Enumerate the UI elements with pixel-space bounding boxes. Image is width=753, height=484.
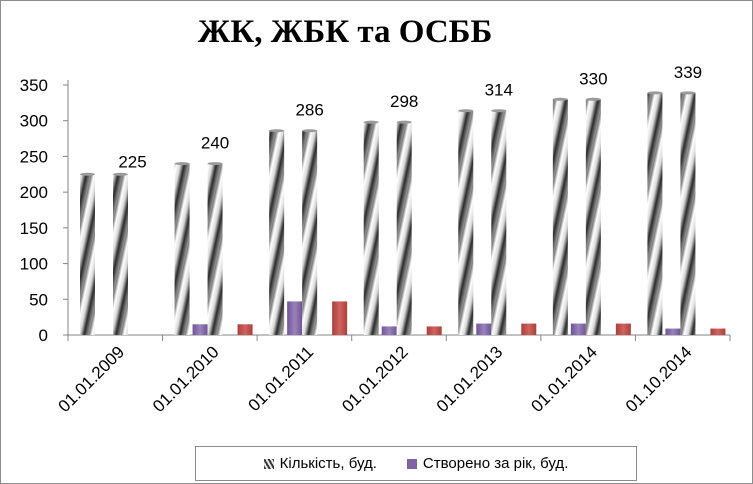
bar-count-twin-cap xyxy=(680,91,696,95)
bar-created xyxy=(287,301,303,335)
bar-count-twin xyxy=(680,91,696,335)
y-tick-label: 0 xyxy=(39,326,48,345)
bar-count-twin-cap xyxy=(585,97,601,101)
bar-count-twin-body xyxy=(680,92,696,335)
bar-count-twin-cap xyxy=(302,129,318,133)
bar-count-twin-body xyxy=(207,163,223,335)
bar-count-body xyxy=(647,92,663,335)
bar-created-twin xyxy=(237,324,253,335)
bar-count-cap xyxy=(174,162,190,166)
bar-created-twin xyxy=(710,328,726,335)
legend: Кількість, буд. Створено за рік, буд. xyxy=(195,446,637,481)
y-tick-label: 100 xyxy=(20,255,48,274)
bar-count-twin xyxy=(207,162,223,335)
bar-count xyxy=(269,129,285,335)
bar-count-body xyxy=(552,99,568,336)
bar-count-twin-cap xyxy=(491,109,507,113)
legend-label-count: Кількість, буд. xyxy=(279,455,377,472)
bar-count-twin-body xyxy=(396,122,412,336)
bar-count-twin-body xyxy=(491,110,507,335)
y-tick-label: 150 xyxy=(20,219,48,238)
bar-count xyxy=(552,97,568,336)
y-tick-label: 200 xyxy=(20,183,48,202)
y-tick-label: 50 xyxy=(29,290,48,309)
bar-count-cap xyxy=(552,97,568,101)
bar-count-twin-body xyxy=(585,99,601,336)
bar-count-twin xyxy=(396,120,412,336)
bar-count-twin xyxy=(585,97,601,336)
bar-count xyxy=(647,91,663,335)
bar-created xyxy=(381,326,397,335)
bar-count-twin xyxy=(302,129,318,335)
bar-count-twin-cap xyxy=(207,162,223,166)
data-label-count: 225 xyxy=(118,152,146,171)
bar-count-twin-cap xyxy=(396,120,412,124)
legend-swatch-created xyxy=(406,458,417,469)
bar-count xyxy=(174,162,190,335)
data-label-count: 286 xyxy=(295,101,323,120)
legend-item-created: Створено за рік, буд. xyxy=(406,455,569,472)
legend-label-created: Створено за рік, буд. xyxy=(422,455,569,472)
bar-count-twin-body xyxy=(302,130,318,335)
bar-count-body xyxy=(80,174,95,335)
bar-created xyxy=(570,323,586,335)
bar-count xyxy=(458,109,474,335)
bar-count xyxy=(80,172,95,335)
x-category-label: 01.01.2014 xyxy=(527,342,601,416)
data-label-count: 298 xyxy=(390,92,418,111)
bar-count-twin xyxy=(491,109,507,335)
data-label-count: 330 xyxy=(579,69,607,88)
bar-created xyxy=(665,328,681,335)
chart-title: ЖК, ЖБК та ОСББ xyxy=(197,14,493,50)
x-category-label: 01.01.2013 xyxy=(433,342,507,416)
bar-count-body xyxy=(174,163,190,335)
legend-swatch-count xyxy=(263,458,274,469)
bar-count-twin-cap xyxy=(113,172,128,176)
data-label-count: 339 xyxy=(674,63,702,82)
bar-created-twin xyxy=(332,301,348,335)
bar-count-body xyxy=(363,122,379,336)
bar-created-twin xyxy=(426,326,442,335)
x-category-label: 01.01.2011 xyxy=(245,342,318,415)
bar-count-cap xyxy=(80,172,95,176)
bar-count-cap xyxy=(269,129,285,133)
y-tick-label: 300 xyxy=(20,112,48,131)
bar-count-body xyxy=(269,130,285,335)
bar-count-cap xyxy=(458,109,474,113)
y-tick-label: 250 xyxy=(20,147,48,166)
data-label-count: 314 xyxy=(485,81,513,100)
bar-created-twin xyxy=(521,323,537,335)
x-category-label: 01.01.2012 xyxy=(338,342,412,416)
bar-created-twin xyxy=(615,323,631,335)
x-category-label: 01.01.2009 xyxy=(55,342,129,416)
bar-count-twin-body xyxy=(113,174,128,335)
bar-count-cap xyxy=(647,91,663,95)
bar-count xyxy=(363,120,379,336)
data-label-count: 240 xyxy=(201,134,229,153)
bar-count-twin xyxy=(113,172,128,335)
bar-count-body xyxy=(458,110,474,335)
bar-count-cap xyxy=(363,120,379,124)
y-tick-label: 350 xyxy=(20,76,48,95)
bar-created xyxy=(476,323,492,335)
bar-created xyxy=(192,324,208,335)
x-category-label: 01.10.2014 xyxy=(622,342,696,416)
x-category-label: 01.01.2010 xyxy=(149,342,223,416)
legend-item-count: Кількість, буд. xyxy=(263,455,377,472)
